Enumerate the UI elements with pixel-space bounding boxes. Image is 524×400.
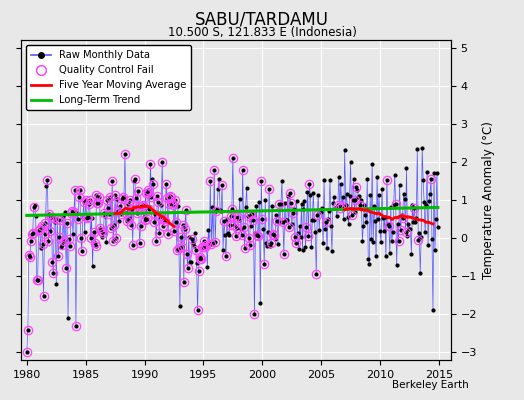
Text: 10.500 S, 121.833 E (Indonesia): 10.500 S, 121.833 E (Indonesia) <box>168 26 356 39</box>
Legend: Raw Monthly Data, Quality Control Fail, Five Year Moving Average, Long-Term Tren: Raw Monthly Data, Quality Control Fail, … <box>26 45 191 110</box>
Y-axis label: Temperature Anomaly (°C): Temperature Anomaly (°C) <box>483 121 495 279</box>
Text: SABU/TARDAMU: SABU/TARDAMU <box>195 10 329 28</box>
Text: Berkeley Earth: Berkeley Earth <box>392 380 469 390</box>
